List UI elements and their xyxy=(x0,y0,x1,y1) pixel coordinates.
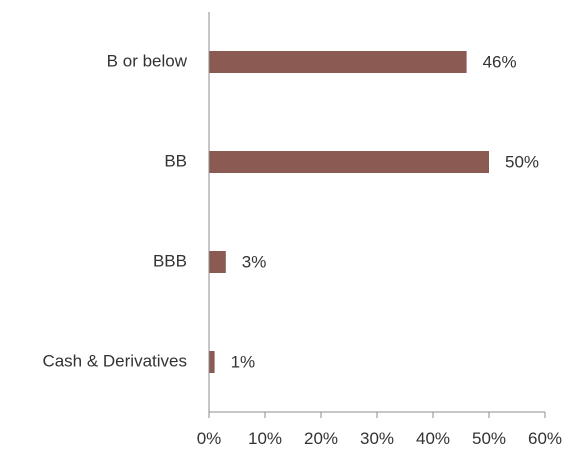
data-label-3: 1% xyxy=(231,352,256,371)
x-tick-label-4: 40% xyxy=(416,429,450,448)
plot-area: B or below 46% BB 50% BBB 3% Cash & Derivative… xyxy=(42,12,562,448)
x-tick-label-3: 30% xyxy=(360,429,394,448)
data-label-2: 3% xyxy=(242,252,267,271)
x-tick-label-0: 0% xyxy=(197,429,222,448)
x-tick-label-6: 60% xyxy=(528,429,562,448)
bar-2 xyxy=(209,251,226,273)
data-label-1: 50% xyxy=(505,152,539,171)
bar-1 xyxy=(209,151,489,173)
x-tick-label-1: 10% xyxy=(248,429,282,448)
bar-0 xyxy=(209,51,467,73)
category-label-1: BB xyxy=(164,151,187,170)
x-tick-label-2: 20% xyxy=(304,429,338,448)
category-label-0: B or below xyxy=(107,51,188,70)
category-label-2: BBB xyxy=(153,251,187,270)
bar-3 xyxy=(209,351,215,373)
data-label-0: 46% xyxy=(483,52,517,71)
x-tick-label-5: 50% xyxy=(472,429,506,448)
category-label-3: Cash & Derivatives xyxy=(42,351,187,370)
